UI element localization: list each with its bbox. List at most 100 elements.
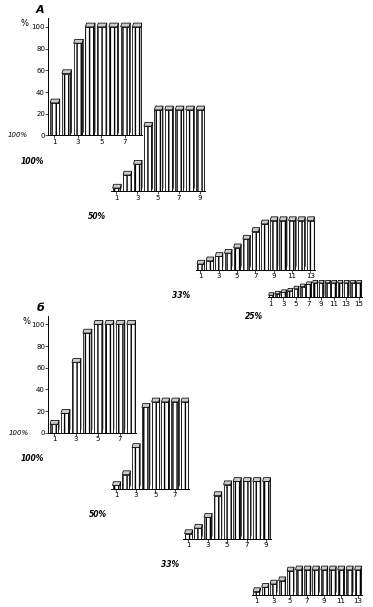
Polygon shape bbox=[183, 106, 184, 191]
Bar bbox=[186, 110, 193, 191]
Polygon shape bbox=[141, 160, 142, 191]
Polygon shape bbox=[268, 583, 269, 595]
Polygon shape bbox=[132, 23, 142, 27]
Text: б: б bbox=[37, 303, 45, 313]
Bar bbox=[50, 103, 59, 135]
Polygon shape bbox=[151, 123, 153, 191]
Polygon shape bbox=[262, 583, 269, 587]
Bar bbox=[269, 295, 273, 297]
Bar bbox=[338, 570, 344, 595]
Polygon shape bbox=[325, 280, 330, 283]
Bar bbox=[185, 534, 192, 539]
Polygon shape bbox=[355, 566, 361, 570]
Polygon shape bbox=[117, 23, 119, 135]
Bar bbox=[304, 570, 310, 595]
Polygon shape bbox=[344, 280, 349, 283]
Bar bbox=[142, 407, 149, 489]
Polygon shape bbox=[131, 171, 132, 191]
Polygon shape bbox=[240, 478, 241, 539]
Polygon shape bbox=[319, 280, 324, 283]
Polygon shape bbox=[293, 567, 294, 595]
Polygon shape bbox=[132, 444, 140, 447]
Polygon shape bbox=[225, 249, 232, 253]
Polygon shape bbox=[186, 106, 194, 110]
Bar bbox=[298, 220, 304, 270]
Polygon shape bbox=[344, 566, 345, 595]
Polygon shape bbox=[113, 320, 114, 433]
Polygon shape bbox=[94, 23, 95, 135]
Bar bbox=[214, 495, 221, 539]
Bar bbox=[123, 175, 131, 191]
Polygon shape bbox=[58, 421, 59, 433]
Polygon shape bbox=[73, 39, 83, 43]
Polygon shape bbox=[213, 257, 214, 270]
Polygon shape bbox=[135, 320, 136, 433]
Polygon shape bbox=[269, 293, 274, 295]
Bar bbox=[62, 73, 70, 135]
Polygon shape bbox=[288, 288, 293, 291]
Polygon shape bbox=[276, 580, 277, 595]
Polygon shape bbox=[292, 288, 293, 297]
Bar bbox=[275, 294, 279, 297]
Polygon shape bbox=[193, 106, 194, 191]
Polygon shape bbox=[294, 287, 299, 289]
Polygon shape bbox=[335, 566, 336, 595]
Polygon shape bbox=[154, 106, 163, 110]
Bar bbox=[83, 333, 91, 433]
Bar bbox=[122, 475, 129, 489]
Text: 33%: 33% bbox=[172, 291, 190, 300]
Bar bbox=[109, 27, 117, 135]
Bar bbox=[350, 283, 355, 297]
Polygon shape bbox=[105, 320, 114, 324]
Polygon shape bbox=[83, 329, 92, 333]
Polygon shape bbox=[113, 185, 121, 188]
Bar bbox=[215, 257, 222, 270]
Polygon shape bbox=[120, 185, 121, 191]
Polygon shape bbox=[243, 478, 251, 481]
Polygon shape bbox=[233, 244, 241, 248]
Bar bbox=[197, 264, 204, 270]
Polygon shape bbox=[123, 171, 132, 175]
Polygon shape bbox=[222, 253, 223, 270]
Bar bbox=[338, 283, 342, 297]
Polygon shape bbox=[129, 471, 130, 489]
Polygon shape bbox=[346, 566, 353, 570]
Polygon shape bbox=[85, 23, 95, 27]
Bar bbox=[253, 592, 259, 595]
Bar bbox=[306, 285, 311, 297]
Polygon shape bbox=[298, 217, 305, 220]
Bar bbox=[171, 402, 178, 489]
Polygon shape bbox=[252, 228, 260, 231]
Polygon shape bbox=[304, 566, 311, 570]
Polygon shape bbox=[204, 106, 205, 191]
Polygon shape bbox=[312, 566, 319, 570]
Polygon shape bbox=[285, 577, 286, 595]
Bar bbox=[162, 402, 169, 489]
Polygon shape bbox=[159, 398, 160, 489]
Polygon shape bbox=[304, 217, 305, 270]
Polygon shape bbox=[253, 478, 261, 481]
Bar bbox=[85, 27, 94, 135]
Polygon shape bbox=[277, 217, 278, 270]
Text: 100%: 100% bbox=[21, 157, 44, 166]
Bar bbox=[233, 248, 240, 270]
Polygon shape bbox=[165, 106, 173, 110]
Polygon shape bbox=[261, 220, 269, 224]
Polygon shape bbox=[106, 23, 107, 135]
Polygon shape bbox=[206, 257, 214, 261]
Polygon shape bbox=[162, 398, 169, 402]
Polygon shape bbox=[273, 293, 274, 297]
Polygon shape bbox=[102, 320, 103, 433]
Polygon shape bbox=[310, 566, 311, 595]
Bar bbox=[307, 220, 314, 270]
Text: 33%: 33% bbox=[161, 560, 179, 569]
Bar bbox=[295, 570, 302, 595]
Polygon shape bbox=[289, 217, 296, 220]
Polygon shape bbox=[80, 359, 81, 433]
Polygon shape bbox=[197, 260, 204, 264]
Polygon shape bbox=[72, 359, 81, 362]
Bar bbox=[252, 231, 258, 270]
Polygon shape bbox=[69, 410, 70, 433]
Polygon shape bbox=[97, 23, 107, 27]
Bar bbox=[300, 287, 304, 297]
